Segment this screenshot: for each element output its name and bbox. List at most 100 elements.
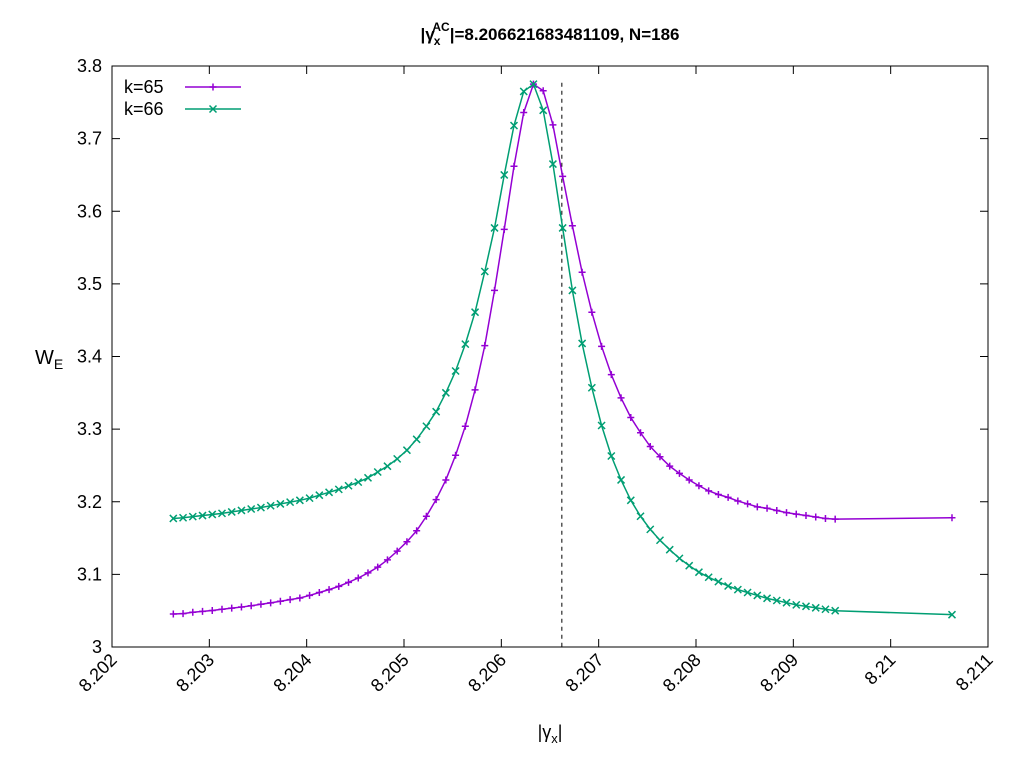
data-point [217,509,227,518]
data-point [354,574,362,582]
data-point [422,512,430,520]
data-point [393,547,401,555]
data-point [510,162,518,170]
data-point [412,435,421,444]
data-point [714,490,722,498]
data-point [685,561,694,570]
data-point [588,308,596,316]
data-point [666,462,674,470]
data-point [695,482,703,490]
data-point [363,473,373,482]
y-tick-label: 3.2 [77,492,102,512]
data-point [607,371,615,379]
data-point [402,446,411,455]
data-point [801,602,811,611]
data-point [315,589,323,597]
data-point [188,512,197,521]
data-point [179,513,188,522]
data-point [772,596,781,605]
y-label-sub: E [54,356,63,372]
data-point [685,476,693,484]
data-point [626,496,635,505]
data-point [345,578,353,586]
data-point [208,606,216,614]
x-axis: 8.202 8.203 8.204 8.205 8.206 8.207 8.208 8.209… [75,66,997,696]
data-point [744,500,752,508]
data-point [948,514,956,522]
data-point [617,394,625,402]
data-point [335,582,343,590]
data-point [305,494,314,503]
series-line [173,82,953,616]
x-tick-label: 8.21 [861,650,900,689]
data-point [646,443,654,451]
data-point [763,504,771,512]
data-point [276,499,285,508]
x-label-suffix: | [558,722,563,742]
y-tick-label: 3.3 [77,419,102,439]
data-point [256,503,265,512]
data-point [821,514,829,522]
data-point [227,507,236,516]
data-point [189,608,197,616]
data-point [432,407,441,416]
data-point [228,604,236,612]
data-point [665,545,674,554]
legend-label: k=65 [124,77,164,97]
data-point [471,308,480,317]
title-superscript: AC [432,20,450,34]
legend-swatch-marker [208,104,218,114]
data-point [782,598,791,607]
data-point [295,496,304,505]
data-point [646,525,655,534]
data-point [383,462,392,471]
data-point [237,506,246,515]
data-point [568,222,576,230]
data-point [559,172,567,180]
data-point [490,223,499,232]
data-point [422,422,431,431]
plot-frame [111,65,989,648]
data-point [169,610,177,618]
data-point [831,606,840,615]
data-point [811,603,820,612]
data-point [802,512,810,520]
x-tick-label: 8.209 [756,650,802,696]
data-point [247,504,256,514]
data-point [694,568,703,577]
data-point [481,342,489,350]
y-tick-label: 3 [92,637,102,657]
data-point [461,340,470,349]
data-point [509,121,519,130]
data-point [753,503,761,511]
data-point [675,554,684,563]
data-point [548,160,557,169]
data-point [539,106,548,115]
data-point [451,366,460,376]
x-tick-label: 8.207 [562,650,608,696]
data-point [598,342,606,350]
data-point [607,451,616,461]
x-label-prefix: |γ [538,722,552,742]
data-point [947,610,957,619]
data-point [354,478,363,487]
data-point [792,510,800,518]
data-point [296,594,304,602]
data-point [558,223,567,232]
data-point [627,414,635,422]
data-point [383,556,391,564]
y-axis: 3 3.1 3.2 3.3 3.4 3.5 3.6 3.7 3.8 [77,56,988,657]
data-point [432,496,440,504]
data-point [753,591,762,600]
data-point [286,596,294,604]
data-point [199,607,207,615]
data-point [655,536,665,545]
x-tick-label: 8.208 [659,650,705,696]
data-point [578,268,586,276]
data-point [792,600,801,609]
data-point [169,514,178,523]
title-subscript: x [434,34,441,48]
data-point [500,170,509,179]
data-point [334,485,343,494]
